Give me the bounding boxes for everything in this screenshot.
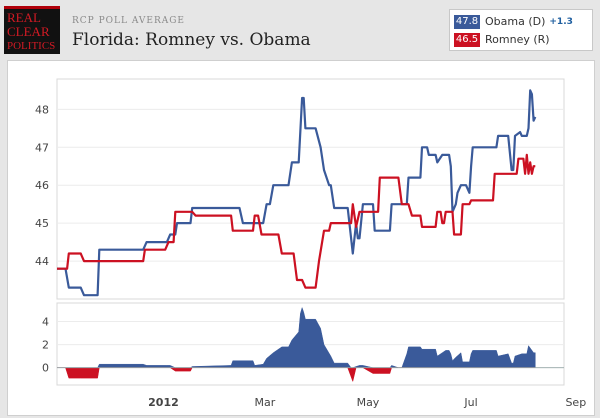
legend-label-obama: Obama (D) xyxy=(485,15,546,28)
main-y-tick-47: 47 xyxy=(35,141,49,154)
obama-series-line xyxy=(57,89,537,297)
spread-y-tick-0: 0 xyxy=(42,362,49,375)
legend-item-obama[interactable]: 47.8 Obama (D) +1.3 xyxy=(454,14,573,29)
x-tick-may: May xyxy=(357,396,380,409)
chart-panel: 44 45 46 47 48 4 2 0 2012 Mar May Jul Sep xyxy=(7,60,595,416)
logo-line-3: POLITICS xyxy=(7,40,55,52)
main-y-tick-44: 44 xyxy=(35,255,49,268)
legend-label-romney: Romney (R) xyxy=(485,33,550,46)
main-plot-area xyxy=(56,78,565,300)
chart-title: Florida: Romney vs. Obama xyxy=(72,30,311,50)
logo-line-1: REAL xyxy=(7,10,41,25)
legend-value-romney: 46.5 xyxy=(454,32,480,47)
legend: 47.8 Obama (D) +1.3 46.5 Romney (R) xyxy=(449,9,593,51)
legend-value-obama: 47.8 xyxy=(454,14,480,29)
main-y-tick-46: 46 xyxy=(35,179,49,192)
main-y-tick-45: 45 xyxy=(35,217,49,230)
x-tick-jul: Jul xyxy=(463,396,477,409)
legend-spread: +1.3 xyxy=(549,16,573,27)
rcp-logo[interactable]: REAL CLEAR POLITICS xyxy=(4,6,60,54)
legend-item-romney[interactable]: 46.5 Romney (R) xyxy=(454,32,550,47)
spread-y-tick-2: 2 xyxy=(42,339,49,352)
x-tick-2012: 2012 xyxy=(148,396,179,409)
x-tick-sep: Sep xyxy=(565,396,586,409)
x-tick-mar: Mar xyxy=(254,396,275,409)
logo-line-2: CLEAR xyxy=(7,24,50,39)
romney-series-line xyxy=(57,153,536,289)
chart-subtitle: RCP POLL AVERAGE xyxy=(72,16,185,26)
chart-svg: 44 45 46 47 48 4 2 0 2012 Mar May Jul Sep xyxy=(35,78,586,409)
main-y-tick-48: 48 xyxy=(35,103,49,116)
spread-y-tick-4: 4 xyxy=(42,315,49,328)
